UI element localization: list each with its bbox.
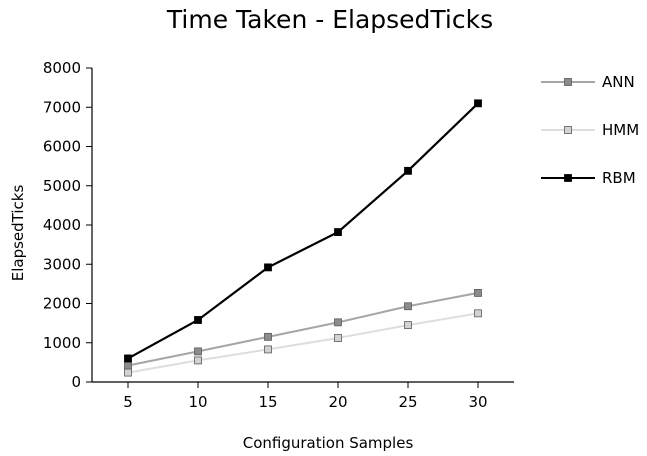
y-tick-label: 1000 [43, 334, 81, 352]
series-layer [124, 99, 482, 377]
legend: ANN HMM RBM [541, 73, 639, 187]
y-tick-label: 4000 [43, 216, 81, 234]
x-tick-label: 15 [258, 393, 277, 411]
y-tick-label: 0 [71, 373, 81, 391]
hmm-point [124, 368, 132, 377]
ann-point [264, 332, 272, 341]
ann-point [124, 361, 132, 370]
y-tick-label: 6000 [43, 138, 81, 156]
legend-marker [564, 174, 572, 182]
x-tick-label: 20 [328, 393, 347, 411]
legend-item-rbm: RBM [541, 169, 636, 187]
axes [91, 68, 514, 383]
ann-point [404, 302, 412, 311]
hmm-point [264, 345, 272, 354]
rbm-point [334, 228, 342, 236]
x-tick-label: 30 [468, 393, 487, 411]
y-tick-label: 8000 [43, 59, 81, 77]
y-tick-label: 5000 [43, 177, 81, 195]
y-tick-label: 7000 [43, 98, 81, 116]
hmm-line [127, 312, 479, 374]
rbm-line [127, 102, 479, 360]
chart-title: Time Taken - ElapsedTicks [166, 5, 493, 34]
legend-label: RBM [602, 169, 636, 187]
rbm-point [474, 99, 482, 108]
rbm-point [194, 316, 202, 324]
legend-marker [564, 78, 572, 86]
ann-point [194, 347, 202, 356]
legend-item-ann: ANN [541, 73, 635, 91]
x-axis-label: Configuration Samples [243, 434, 414, 452]
x-tick-label: 25 [398, 393, 417, 411]
x-tick-label: 10 [188, 393, 207, 411]
rbm-point [404, 166, 412, 175]
legend-label: ANN [602, 73, 635, 91]
y-tick-label: 2000 [43, 295, 81, 313]
y-axis-label: ElapsedTicks [9, 185, 27, 282]
rbm-point [264, 263, 272, 272]
legend-item-hmm: HMM [541, 121, 639, 139]
series-rbm [124, 99, 482, 363]
rbm-point [124, 354, 132, 363]
ann-point [334, 318, 342, 327]
y-ticks: 0 1000 2000 3000 4000 5000 6000 7000 8000 [43, 59, 92, 391]
series-ann [124, 289, 482, 370]
x-ticks: 5 10 15 20 25 30 [123, 382, 488, 411]
hmm-point [474, 309, 482, 318]
series-hmm [124, 309, 482, 377]
x-tick-label: 5 [123, 393, 133, 411]
legend-label: HMM [602, 121, 639, 139]
hmm-point [194, 356, 202, 365]
ann-point [474, 289, 482, 297]
legend-marker [564, 126, 572, 134]
ann-line [127, 291, 479, 367]
hmm-point [404, 321, 412, 329]
y-tick-label: 3000 [43, 255, 81, 273]
hmm-point [334, 334, 342, 342]
